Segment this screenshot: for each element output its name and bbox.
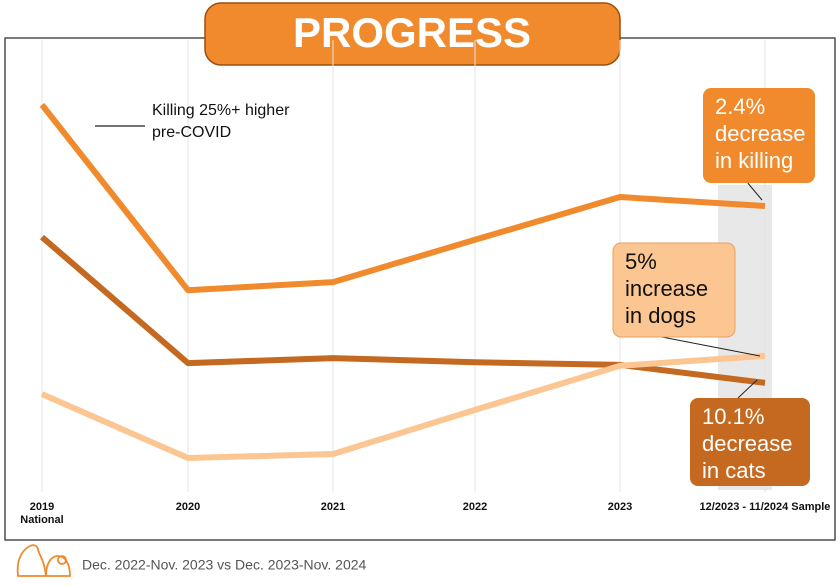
- series-line: [40, 234, 766, 386]
- callout-text: 5%: [625, 249, 657, 274]
- callout-text: decrease: [702, 431, 793, 456]
- x-tick-label: 2022: [462, 501, 488, 513]
- callout-pointer: [747, 182, 763, 201]
- callout-text: 10.1%: [702, 404, 764, 429]
- x-tick-label: 2021: [320, 501, 346, 513]
- callout-text: in dogs: [625, 303, 696, 328]
- x-tick-label: 12/2023 - 11/2024 Sample: [699, 501, 831, 513]
- annotation-text: Killing 25%+ higher: [152, 102, 290, 119]
- callout-text: in killing: [715, 148, 793, 173]
- title-pill: [204, 2, 621, 66]
- series-line: [40, 352, 766, 462]
- callout-pointer: [661, 336, 761, 357]
- callout-text: in cats: [702, 458, 766, 483]
- callout-text: increase: [625, 276, 708, 301]
- x-tick-label: 2023: [607, 501, 633, 513]
- pet-icon: [16, 544, 71, 577]
- x-tick-label: 2019 National: [20, 501, 64, 526]
- callout-box: [690, 398, 810, 486]
- chart-title: PROGRESS: [293, 9, 531, 56]
- callout-box: [703, 88, 815, 183]
- x-tick-label: 2020: [175, 501, 201, 513]
- callout-text: decrease: [715, 121, 806, 146]
- callout-box: [612, 242, 736, 338]
- series-line: [39, 102, 766, 294]
- annotation-text: pre-COVID: [152, 124, 231, 141]
- callout-pointer: [737, 379, 758, 399]
- footnote: Dec. 2022-Nov. 2023 vs Dec. 2023-Nov. 20…: [82, 557, 367, 573]
- callout-text: 2.4%: [715, 94, 765, 119]
